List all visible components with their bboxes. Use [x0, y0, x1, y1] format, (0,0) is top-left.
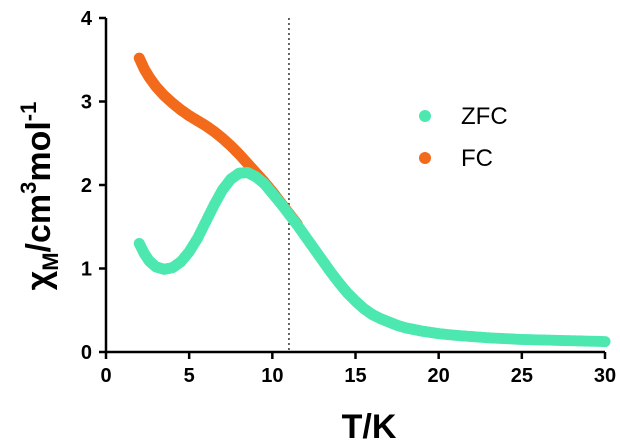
x-axis-title: T/K — [342, 408, 397, 446]
series-zfc — [133, 166, 611, 348]
y-axis-sub: M — [38, 252, 63, 270]
y-axis-unit1: /cm — [20, 194, 58, 253]
y-tick-label: 3 — [81, 92, 92, 114]
data-point-zfc — [599, 336, 611, 348]
y-tick-label: 2 — [81, 175, 92, 197]
legend-label-fc: FC — [461, 145, 493, 172]
legend-label-zfc: ZFC — [461, 103, 508, 130]
points-layer — [133, 52, 611, 348]
y-tick-label: 0 — [81, 342, 92, 364]
x-tick-label: 15 — [344, 365, 366, 387]
y-axis-title: χM/cm3mol-1 — [16, 102, 63, 291]
y-axis-unit2: mol — [20, 121, 58, 181]
x-tick-label: 20 — [428, 365, 450, 387]
y-axis-sup2: -1 — [16, 102, 41, 122]
y-tick-label: 1 — [81, 259, 92, 281]
x-tick-label: 30 — [594, 365, 616, 387]
y-axis-sup1: 3 — [16, 182, 41, 194]
legend-layer: ZFC FC — [419, 103, 508, 172]
x-tick-label: 0 — [100, 365, 111, 387]
ticks-layer: 0 5 10 15 20 25 30 0 1 2 3 4 — [81, 8, 616, 387]
y-tick-label: 4 — [81, 8, 93, 30]
legend-marker-fc — [419, 152, 431, 164]
x-tick-label: 10 — [261, 365, 283, 387]
x-tick-label: 5 — [184, 365, 195, 387]
y-axis-chi: χ — [20, 270, 58, 290]
x-tick-label: 25 — [511, 365, 533, 387]
legend-marker-zfc — [419, 110, 431, 122]
